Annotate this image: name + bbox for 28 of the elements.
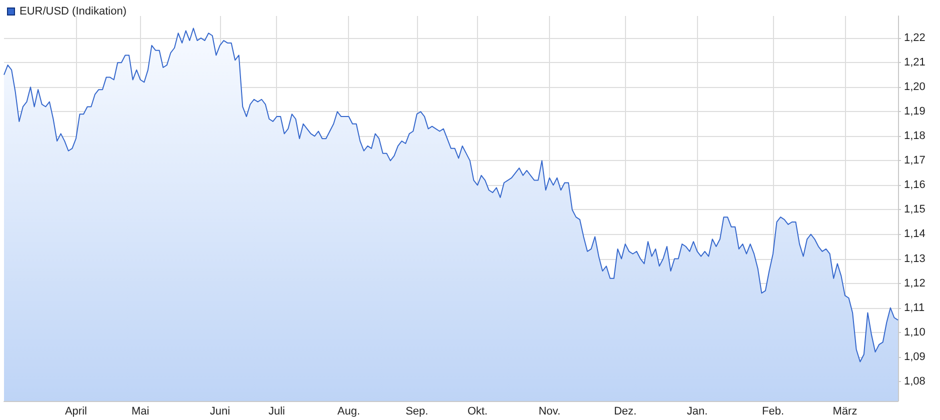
x-tick-label: Sep. (406, 406, 428, 418)
y-tick-label: 1,12 (904, 277, 926, 290)
y-tick-label: 1,20 (904, 81, 926, 94)
y-tick-label: 1,09 (904, 350, 926, 363)
x-tick-label: April (64, 406, 87, 418)
y-tick-label: 1,19 (904, 106, 926, 118)
x-tick-label: März (832, 406, 858, 418)
y-tick-label: 1,08 (904, 375, 926, 388)
y-tick-label: 1,13 (904, 252, 926, 265)
x-tick-label: Nov. (538, 406, 560, 418)
y-tick-label: 1,14 (904, 228, 926, 240)
x-tick-label: Juni (210, 406, 230, 418)
x-tick-label: Feb. (762, 406, 784, 418)
y-tick-label: 1,17 (904, 154, 926, 167)
x-tick-label: Jan. (686, 406, 708, 418)
y-tick-label: 1,11 (904, 302, 925, 314)
y-tick-label: 1,15 (904, 204, 926, 216)
y-tick-label: 1,18 (904, 130, 926, 142)
x-tick-label: Juli (268, 406, 286, 418)
x-tick-label: Okt. (467, 406, 488, 418)
x-tick-label: Dez. (614, 406, 637, 418)
y-tick-label: 1,16 (904, 179, 926, 192)
x-tick-label: Mai (132, 406, 150, 418)
x-tick-label: Aug. (337, 406, 360, 418)
y-tick-label: 1,21 (904, 56, 926, 69)
legend-label: EUR/USD (Indikation) (20, 6, 126, 18)
y-tick-label: 1,22 (904, 32, 926, 44)
y-tick-label: 1,10 (904, 326, 926, 338)
